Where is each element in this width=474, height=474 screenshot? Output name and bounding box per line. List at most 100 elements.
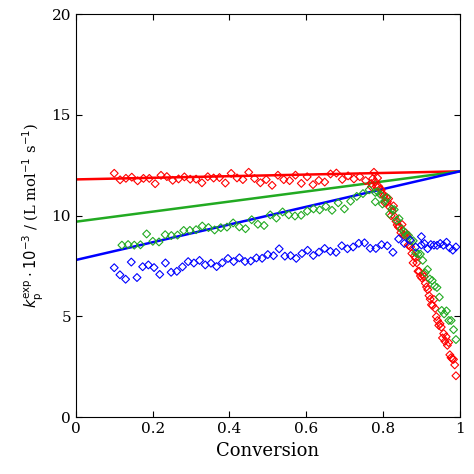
- Point: [207, 259, 215, 267]
- Point: [393, 221, 401, 229]
- Point: [258, 255, 266, 262]
- Y-axis label: $k_{\rm p}^{\rm exp} \cdot 10^{-3}$ / (L mol$^{-1}$ s$^{-1}$): $k_{\rm p}^{\rm exp} \cdot 10^{-3}$ / (L…: [21, 123, 46, 309]
- Point: [146, 174, 153, 182]
- Point: [424, 266, 431, 273]
- Point: [395, 215, 403, 222]
- Point: [400, 228, 408, 236]
- Point: [452, 372, 460, 380]
- Point: [149, 237, 156, 245]
- Point: [372, 198, 379, 206]
- Point: [383, 194, 391, 201]
- Point: [378, 241, 385, 248]
- Point: [397, 229, 405, 237]
- Point: [122, 275, 129, 283]
- Point: [417, 250, 424, 258]
- Point: [393, 217, 401, 224]
- Point: [292, 172, 299, 179]
- Point: [328, 207, 336, 214]
- Point: [184, 258, 192, 265]
- Point: [186, 227, 194, 234]
- Point: [110, 170, 118, 177]
- Point: [444, 341, 451, 349]
- Point: [241, 258, 249, 265]
- Point: [442, 333, 450, 340]
- Point: [402, 229, 410, 237]
- Point: [379, 200, 386, 208]
- Point: [373, 182, 380, 190]
- Point: [438, 307, 446, 314]
- Point: [280, 176, 288, 183]
- Point: [134, 177, 141, 184]
- Point: [445, 339, 452, 346]
- Point: [196, 256, 203, 264]
- Point: [321, 178, 328, 186]
- Point: [309, 181, 317, 189]
- Point: [315, 248, 323, 256]
- Point: [431, 282, 438, 290]
- Point: [281, 252, 289, 260]
- Point: [425, 292, 433, 300]
- Point: [383, 198, 391, 205]
- Point: [341, 205, 348, 213]
- Point: [316, 206, 323, 214]
- Point: [392, 218, 400, 225]
- Point: [279, 208, 286, 216]
- Point: [447, 354, 455, 362]
- Point: [297, 211, 305, 219]
- Point: [338, 242, 346, 250]
- Point: [181, 173, 188, 181]
- Point: [190, 259, 198, 267]
- Point: [130, 241, 138, 249]
- Point: [386, 210, 393, 218]
- Point: [256, 179, 264, 187]
- Point: [151, 180, 159, 188]
- Point: [447, 317, 455, 324]
- Point: [273, 214, 280, 222]
- Point: [418, 274, 426, 282]
- Point: [192, 175, 200, 183]
- Point: [335, 199, 342, 207]
- Point: [406, 236, 414, 244]
- Point: [389, 248, 397, 256]
- Point: [446, 351, 454, 359]
- Point: [213, 263, 220, 270]
- Point: [414, 267, 422, 275]
- Point: [401, 232, 408, 239]
- Point: [403, 232, 411, 239]
- Point: [315, 177, 323, 184]
- Point: [353, 192, 361, 200]
- Point: [405, 232, 412, 239]
- Point: [443, 307, 450, 315]
- Point: [374, 188, 382, 195]
- Point: [389, 207, 396, 215]
- Point: [430, 241, 438, 249]
- Point: [366, 245, 374, 252]
- Point: [173, 267, 181, 275]
- Point: [412, 249, 419, 256]
- Point: [433, 242, 441, 249]
- Point: [219, 259, 226, 266]
- Point: [122, 174, 130, 182]
- Point: [332, 248, 340, 256]
- Point: [437, 240, 444, 247]
- Point: [418, 241, 425, 249]
- Point: [368, 180, 375, 187]
- Point: [192, 226, 200, 234]
- Point: [402, 232, 410, 239]
- Point: [401, 240, 408, 247]
- Point: [228, 170, 235, 177]
- Point: [396, 223, 403, 230]
- Point: [140, 174, 147, 182]
- Point: [175, 175, 182, 182]
- Point: [395, 223, 402, 231]
- Point: [263, 176, 270, 183]
- Point: [186, 175, 194, 183]
- Point: [210, 174, 218, 182]
- Point: [145, 261, 152, 269]
- Point: [260, 222, 268, 229]
- Point: [230, 258, 237, 265]
- Point: [412, 254, 419, 262]
- Point: [355, 239, 363, 247]
- Point: [414, 250, 422, 258]
- Point: [239, 176, 246, 183]
